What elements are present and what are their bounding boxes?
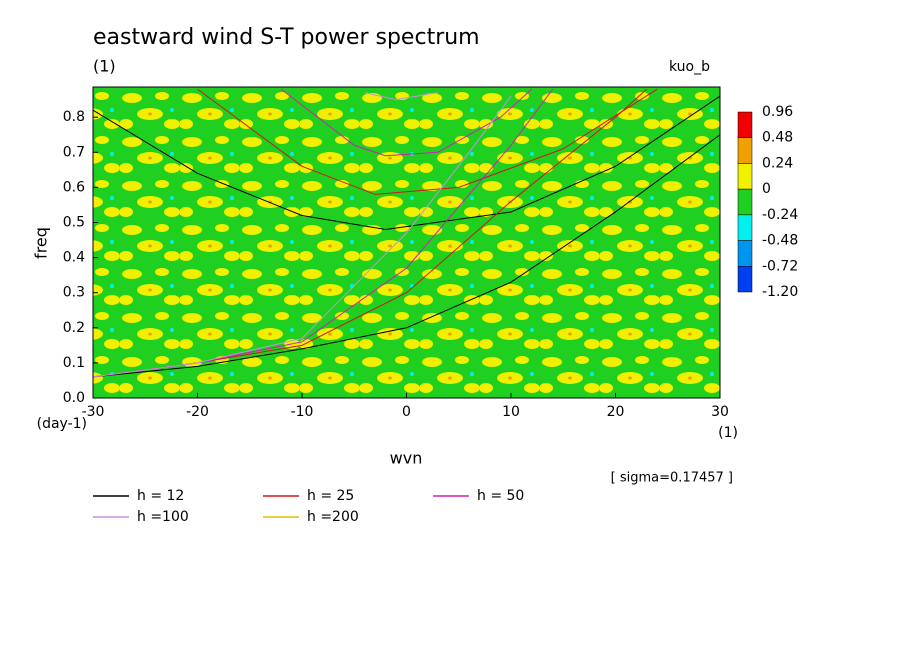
- colorbar-box: [737, 137, 753, 164]
- y-axis-label: freq: [32, 227, 51, 259]
- x-tick-label: 20: [607, 404, 625, 420]
- y-axis-unit: (day-1): [37, 416, 87, 432]
- y-tick-label: 0.4: [63, 250, 85, 266]
- colorbar-label: 0.96: [762, 104, 793, 120]
- y-tick-label: 0.8: [63, 109, 85, 125]
- y-tick-label: 0.0: [63, 390, 85, 406]
- colorbar-box: [737, 266, 753, 293]
- dispersion-curve: [280, 88, 533, 157]
- colorbar-box: [737, 163, 753, 190]
- legend-label: h =200: [307, 509, 359, 525]
- curves: [93, 88, 720, 378]
- source-label: kuo_b: [669, 59, 710, 75]
- x-tick-label: -10: [291, 404, 314, 420]
- x-tick-label: 0: [402, 404, 411, 420]
- x-tick-label: -30: [82, 404, 105, 420]
- y-tick-label: 0.2: [63, 320, 85, 336]
- legend-label: h =100: [137, 509, 189, 525]
- dispersion-curve: [364, 92, 438, 101]
- y-tick-label: 0.5: [63, 214, 85, 230]
- legend-label: h = 25: [307, 488, 354, 504]
- x-tick-label: -20: [186, 404, 209, 420]
- colorbar-label: 0: [762, 181, 771, 197]
- y-tick-label: 0.6: [63, 179, 85, 195]
- x-axis-label: wvn: [390, 449, 423, 468]
- y-tick-label: 0.1: [63, 355, 85, 371]
- annotation: [ sigma=0.17457 ]: [611, 471, 733, 486]
- colorbar-label: -0.72: [762, 258, 798, 274]
- y-tick-label: 0.7: [63, 144, 85, 160]
- chart-title: eastward wind S-T power spectrum: [93, 25, 480, 50]
- x-tick-label: 30: [711, 404, 729, 420]
- colorbar-label: -0.48: [762, 233, 798, 249]
- subtitle: (1): [93, 57, 116, 76]
- y-tick-label: 0.3: [63, 285, 85, 301]
- colorbar-box: [737, 214, 753, 241]
- legend-label: h = 50: [477, 488, 524, 504]
- colorbar-label: -1.20: [762, 284, 798, 300]
- colorbar-label: 0.24: [762, 155, 793, 171]
- colorbar-box: [737, 188, 753, 216]
- colorbar-box: [737, 111, 753, 138]
- x-axis-unit: (1): [718, 425, 738, 441]
- dispersion-curve: [93, 95, 512, 378]
- dispersion-curve: [197, 88, 658, 195]
- legend-label: h = 12: [137, 488, 184, 504]
- dispersion-curve: [93, 134, 720, 378]
- colorbar-label: 0.48: [762, 130, 793, 146]
- x-tick-label: 10: [502, 404, 520, 420]
- colorbar-box: [737, 240, 753, 267]
- colorbar-label: -0.24: [762, 207, 798, 223]
- dispersion-curve: [93, 95, 720, 231]
- spectrum-field: [93, 87, 720, 398]
